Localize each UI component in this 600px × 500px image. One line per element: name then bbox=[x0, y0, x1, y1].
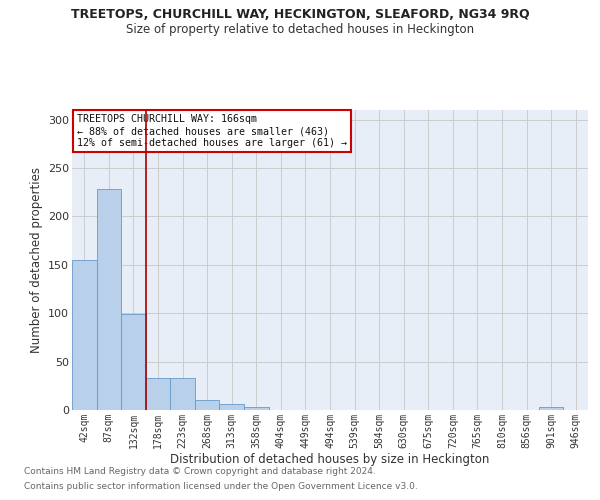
Text: TREETOPS, CHURCHILL WAY, HECKINGTON, SLEAFORD, NG34 9RQ: TREETOPS, CHURCHILL WAY, HECKINGTON, SLE… bbox=[71, 8, 529, 20]
Bar bbox=[170, 378, 195, 410]
Bar bbox=[539, 407, 563, 410]
Bar bbox=[97, 190, 121, 410]
Bar bbox=[220, 404, 244, 410]
Text: Contains HM Land Registry data © Crown copyright and database right 2024.: Contains HM Land Registry data © Crown c… bbox=[24, 467, 376, 476]
Bar bbox=[244, 407, 269, 410]
Text: Contains public sector information licensed under the Open Government Licence v3: Contains public sector information licen… bbox=[24, 482, 418, 491]
Bar bbox=[72, 260, 97, 410]
Y-axis label: Number of detached properties: Number of detached properties bbox=[29, 167, 43, 353]
Text: TREETOPS CHURCHILL WAY: 166sqm
← 88% of detached houses are smaller (463)
12% of: TREETOPS CHURCHILL WAY: 166sqm ← 88% of … bbox=[77, 114, 347, 148]
Text: Distribution of detached houses by size in Heckington: Distribution of detached houses by size … bbox=[170, 452, 490, 466]
Bar bbox=[146, 378, 170, 410]
Bar bbox=[195, 400, 220, 410]
Text: Size of property relative to detached houses in Heckington: Size of property relative to detached ho… bbox=[126, 22, 474, 36]
Bar bbox=[121, 314, 146, 410]
